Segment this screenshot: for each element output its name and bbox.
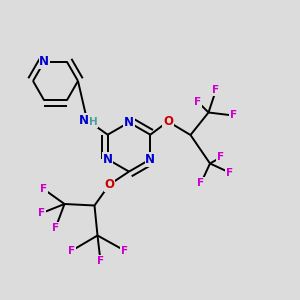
Text: N: N [103,153,113,166]
Text: F: F [40,184,47,194]
Text: N: N [145,153,155,166]
Text: F: F [230,110,237,121]
Text: F: F [212,85,220,95]
Text: F: F [121,245,128,256]
Text: F: F [217,152,224,163]
Text: O: O [163,115,173,128]
Text: O: O [104,178,115,191]
Text: F: F [97,256,104,266]
Text: F: F [226,167,233,178]
Text: F: F [68,245,76,256]
Text: N: N [124,116,134,129]
Text: N: N [39,55,49,68]
Text: F: F [194,97,202,107]
Text: F: F [197,178,205,188]
Text: F: F [52,223,59,233]
Text: H: H [88,117,98,128]
Text: F: F [38,208,46,218]
Text: N: N [78,113,88,127]
